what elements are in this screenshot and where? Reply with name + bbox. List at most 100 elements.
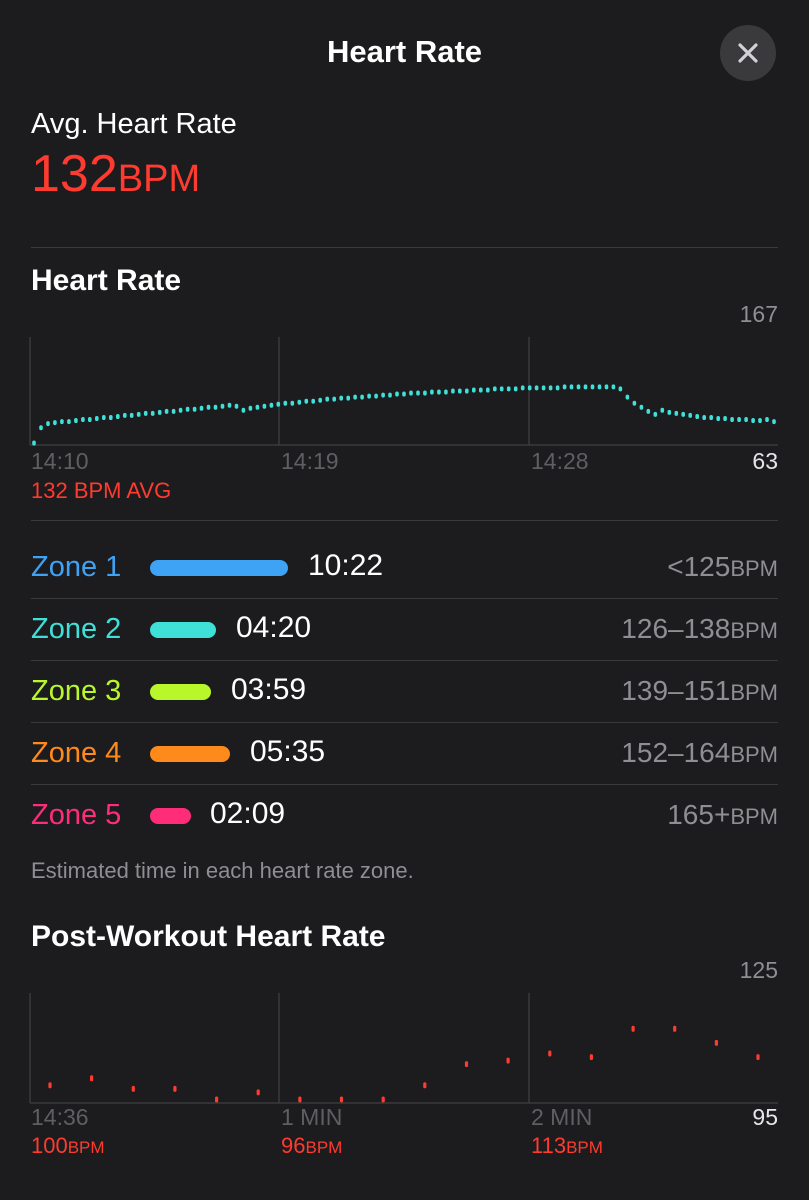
post-workout-bpm-unit: BPM: [566, 1138, 603, 1157]
zone-range: 126–138BPM: [621, 613, 778, 645]
chart-point: [353, 394, 357, 400]
chart-point: [772, 419, 776, 425]
chart-point: [520, 385, 525, 391]
chart-point: [131, 1085, 135, 1092]
chart-point: [437, 389, 441, 395]
zone-row-5: Zone 5 02:09 165+BPM: [0, 785, 809, 847]
chart-point: [737, 417, 741, 422]
zone-range-value: <125: [667, 551, 731, 582]
chart-point: [589, 1054, 593, 1061]
chart-point: [360, 394, 364, 400]
chart-point: [756, 1054, 760, 1061]
chart-point: [39, 425, 43, 431]
avg-heart-rate-unit: BPM: [117, 158, 201, 200]
close-button[interactable]: [720, 25, 776, 81]
chart-point: [276, 401, 281, 407]
avg-bpm-note: 132 BPM AVG: [31, 478, 172, 503]
chart-point: [548, 1050, 552, 1057]
chart-point: [136, 411, 141, 417]
chart-point: [493, 386, 497, 392]
chart-point: [674, 410, 679, 416]
chart-point: [597, 384, 602, 390]
chart-point: [74, 418, 78, 423]
y-tick-label: 167: [740, 301, 778, 327]
chart-point: [234, 403, 239, 409]
chart-point: [423, 1082, 427, 1089]
avg-heart-rate-number: 132: [31, 145, 118, 203]
divider: [31, 784, 778, 785]
chart-point: [716, 416, 720, 421]
post-workout-bpm-label: 96BPM: [281, 1133, 342, 1159]
zone-time: 04:20: [236, 611, 312, 644]
chart-point: [464, 1061, 469, 1068]
post-workout-bpm-unit: BPM: [305, 1138, 343, 1157]
chart-point: [32, 440, 36, 446]
chart-point: [48, 1082, 52, 1089]
chart-point: [150, 410, 155, 416]
chart-point: [95, 416, 99, 421]
zone-range: 152–164BPM: [621, 737, 778, 769]
chart-point: [199, 405, 204, 411]
zone-bar: [150, 684, 211, 700]
chart-point: [458, 388, 462, 394]
chart-point: [673, 1025, 677, 1032]
chart-point: [143, 410, 148, 416]
post-workout-chart: 125 95 14:36 1 MIN 2 MIN: [29, 957, 778, 1130]
page-title: Heart Rate: [326, 34, 483, 69]
chart-point: [714, 1039, 718, 1046]
chart-point: [109, 415, 113, 420]
chart-point: [46, 421, 50, 427]
chart-point: [60, 419, 64, 425]
chart-point: [206, 404, 211, 410]
chart-point: [90, 1075, 94, 1082]
chart-point: [297, 399, 302, 405]
chart-point: [416, 390, 420, 396]
zones-footnote: Estimated time in each heart rate zone.: [31, 858, 414, 883]
divider: [31, 247, 778, 248]
chart-point: [255, 404, 260, 410]
zone-time: 05:35: [250, 735, 326, 768]
zone-range-value: 126–138: [621, 613, 731, 644]
chart-point: [129, 412, 134, 418]
x-tick-label: 14:19: [281, 448, 339, 474]
chart-point: [81, 417, 85, 422]
chart-point: [632, 400, 637, 406]
chart-point: [262, 403, 267, 409]
avg-heart-rate-value: 132BPM: [31, 148, 200, 200]
y-tick-label: 63: [752, 448, 778, 474]
chart-point: [576, 384, 581, 390]
zone-name: Zone 5: [31, 799, 122, 831]
avg-heart-rate-label: Avg. Heart Rate: [31, 108, 237, 140]
post-workout-bpm-label: 100BPM: [31, 1133, 105, 1159]
chart-point: [215, 1096, 219, 1103]
zone-range: 139–151BPM: [621, 675, 778, 707]
chart-point: [751, 418, 755, 423]
chart-point: [702, 415, 706, 420]
y-tick-label: 95: [752, 1104, 778, 1130]
chart-point: [157, 409, 162, 415]
zone-range-unit: BPM: [730, 742, 778, 767]
x-tick-label: 14:28: [531, 448, 589, 474]
zone-range-unit: BPM: [730, 556, 778, 581]
chart-point: [618, 386, 623, 392]
zone-range-value: 165+: [667, 799, 731, 830]
chart-point: [506, 1057, 510, 1064]
zone-name: Zone 3: [31, 675, 122, 707]
chart-point: [548, 385, 553, 391]
zone-range-value: 139–151: [621, 675, 731, 706]
chart-point: [709, 415, 713, 420]
chart-point: [332, 396, 336, 402]
zone-range: 165+BPM: [667, 799, 778, 831]
chart-point: [88, 417, 92, 422]
zone-range-value: 152–164: [621, 737, 731, 768]
chart-point: [381, 392, 385, 398]
divider: [31, 520, 778, 521]
chart-point: [562, 384, 567, 390]
chart-point: [164, 408, 169, 414]
chart-point: [499, 386, 504, 392]
chart-point: [569, 384, 574, 390]
chart-point: [534, 385, 539, 391]
chart-point: [506, 386, 511, 392]
chart-point: [248, 405, 253, 411]
zone-row-3: Zone 3 03:59 139–151BPM: [0, 661, 809, 723]
